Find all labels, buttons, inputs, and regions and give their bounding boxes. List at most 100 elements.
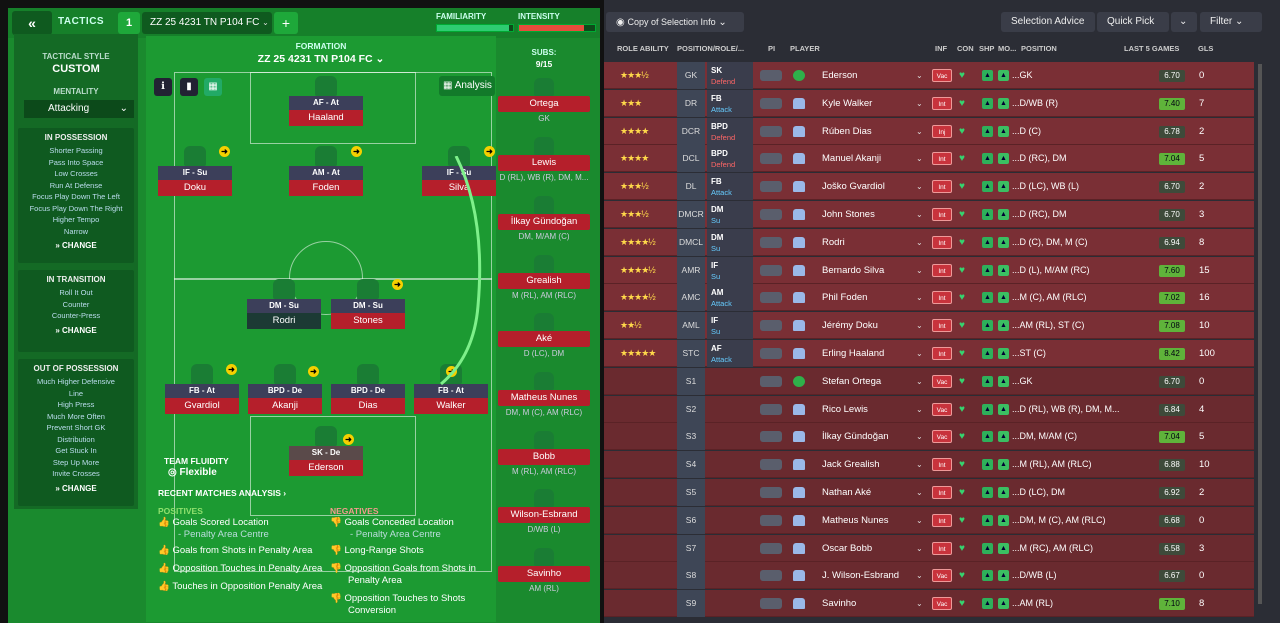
pitch-player-dmcl[interactable]: DM - Su Rodri [247, 279, 321, 329]
chevron-down-icon[interactable]: ⌄ [916, 599, 923, 609]
table-row[interactable]: ★★★★½ AMC AM Attack Phil Foden ⌄ Int ♥ ▲ ▲ ...M (C… [604, 284, 1254, 312]
player-name[interactable]: Rúben Dias [822, 125, 872, 137]
player-name[interactable]: Stefan Ortega [822, 375, 882, 387]
pitch-player-dcr[interactable]: BPD - De Dias [331, 364, 405, 414]
pitch-player-aml[interactable]: IF - Su Doku [158, 146, 232, 196]
chevron-down-icon[interactable]: ⌄ [916, 210, 923, 219]
sub-player[interactable]: Lewis D (RL), WB (R), DM, M... [498, 137, 590, 182]
table-row[interactable]: S2 Rico Lewis ⌄ Vac ♥ ▲ ▲ ...D (RL), WB (R), DM… [604, 395, 1254, 423]
pi-icon[interactable] [760, 514, 782, 526]
pi-icon[interactable] [760, 292, 782, 304]
player-name[interactable]: John Stones [822, 209, 875, 220]
chevron-down-icon[interactable]: ⌄ [916, 376, 923, 386]
player-name[interactable]: Ederson [822, 70, 858, 81]
chevron-down-icon[interactable]: ⌄ [916, 293, 923, 303]
recent-analysis-link[interactable]: RECENT MATCHES ANALYSIS › [158, 488, 287, 498]
change-possession-button[interactable]: » CHANGE [55, 241, 97, 250]
col-gls[interactable]: GLS [1198, 44, 1214, 53]
player-name[interactable]: Jack Grealish [822, 459, 880, 471]
col-position[interactable]: POSITION [1021, 44, 1057, 53]
sub-player[interactable]: Matheus Nunes DM, M (C), AM (RLC) [498, 372, 590, 417]
bar-chart-icon[interactable]: ▮ [180, 78, 198, 96]
player-name[interactable]: Matheus Nunes [822, 514, 889, 526]
player-name[interactable]: Savinho [822, 598, 857, 610]
col-con[interactable]: CON [957, 44, 974, 53]
pitch-player-dr[interactable]: FB - At Walker [414, 364, 488, 414]
pi-icon[interactable] [760, 209, 782, 220]
table-row[interactable]: ★★½ AML IF Su Jérémy Doku ⌄ Int ♥ ▲ ▲ ...AM (RL), … [604, 312, 1254, 340]
analysis-button[interactable]: ▦ Analysis [439, 76, 495, 96]
chevron-down-icon[interactable]: ⌄ [916, 571, 923, 581]
sub-player[interactable]: Aké D (LC), DM [498, 313, 590, 358]
role-duty-dropdown[interactable]: AM Attack [707, 284, 753, 312]
col-role-ability[interactable]: ROLE ABILITY [617, 44, 669, 53]
formation-dropdown[interactable]: ZZ 25 4231 TN P104 FC ⌄ [257, 53, 385, 65]
chevron-down-icon[interactable]: ⌄ [916, 349, 923, 358]
tactic-name-dropdown[interactable]: ZZ 25 4231 TN P104 FC ⌄ [142, 12, 272, 34]
col-position-role[interactable]: POSITION/ROLE/... [677, 44, 745, 53]
pi-icon[interactable] [760, 487, 782, 498]
role-duty-dropdown[interactable]: FB Attack [707, 173, 753, 201]
pitch-player-amc[interactable]: AM - At Foden [289, 146, 363, 196]
table-row[interactable]: ★★★½ DMCR DM Su John Stones ⌄ Int ♥ ▲ ▲ ...D (RC),… [604, 201, 1254, 228]
sub-player[interactable]: Savinho AM (RL) [498, 548, 590, 593]
table-row[interactable]: ★★★★½ DMCL DM Su Rodri ⌄ Int ♥ ▲ ▲ ...D (C), DM, M… [604, 228, 1254, 256]
table-row[interactable]: S6 Matheus Nunes ⌄ Int ♥ ▲ ▲ ...DM, M (C), AM (… [604, 506, 1254, 534]
pi-icon[interactable] [760, 542, 782, 554]
copy-selection-dropdown[interactable]: ◉ Copy of Selection Info ⌄ [606, 12, 744, 32]
table-row[interactable]: ★★★★ DCR BPD Defend Rúben Dias ⌄ Inj ♥ ▲ ▲ ...D (C… [604, 117, 1254, 145]
role-duty-dropdown[interactable]: DM Su [707, 201, 753, 228]
col-mo[interactable]: MO... [998, 44, 1017, 53]
chevron-down-icon[interactable]: ⌄ [916, 404, 923, 414]
pi-icon[interactable] [760, 320, 782, 332]
chevron-down-icon[interactable]: ⌄ [916, 432, 923, 442]
table-row[interactable]: S7 Oscar Bobb ⌄ Int ♥ ▲ ▲ ...M (RC), AM (RLC) 6.… [604, 534, 1254, 562]
sub-player[interactable]: Bobb M (RL), AM (RLC) [498, 431, 590, 476]
player-name[interactable]: J. Wilson-Esbrand [822, 570, 900, 582]
table-row[interactable]: ★★★½ DL FB Attack Joško Gvardiol ⌄ Int ♥ ▲ ▲ ...D … [604, 173, 1254, 201]
mentality-dropdown[interactable]: Attacking ⌄ [24, 100, 134, 118]
pi-icon[interactable] [760, 153, 782, 165]
quick-pick-dropdown[interactable]: ⌄ [1171, 12, 1197, 32]
pi-icon[interactable] [760, 70, 782, 81]
sub-player[interactable]: İlkay Gündoğan DM, M/AM (C) [498, 196, 590, 241]
role-duty-dropdown[interactable]: FB Attack [707, 89, 753, 117]
col-last5[interactable]: LAST 5 GAMES [1124, 44, 1180, 53]
table-row[interactable]: S9 Savinho ⌄ Vac ♥ ▲ ▲ ...AM (RL) 7.10 8 [604, 590, 1254, 618]
col-inf[interactable]: INF [935, 44, 948, 53]
player-name[interactable]: Jérémy Doku [822, 320, 878, 332]
pi-icon[interactable] [760, 236, 782, 248]
player-name[interactable]: Oscar Bobb [822, 542, 873, 554]
chevron-down-icon[interactable]: ⌄ [916, 71, 923, 80]
role-duty-dropdown[interactable]: DM Su [707, 228, 753, 256]
table-row[interactable]: ★★★★½ AMR IF Su Bernardo Silva ⌄ Int ♥ ▲ ▲ ...D (L… [604, 256, 1254, 284]
chevron-down-icon[interactable]: ⌄ [916, 98, 923, 108]
role-duty-dropdown[interactable]: BPD Defend [707, 117, 753, 145]
player-name[interactable]: Manuel Akanji [822, 153, 882, 165]
pitch-view-icon[interactable]: ▦ [204, 78, 222, 96]
table-row[interactable]: S1 Stefan Ortega ⌄ Vac ♥ ▲ ▲ ...GK 6.70 0 [604, 367, 1254, 395]
chevron-down-icon[interactable]: ⌄ [916, 182, 923, 192]
tactic-slot-number[interactable]: 1 [118, 12, 140, 34]
table-row[interactable]: S4 Jack Grealish ⌄ Int ♥ ▲ ▲ ...M (RL), AM (RLC… [604, 451, 1254, 479]
tactical-style-value[interactable]: CUSTOM [52, 63, 100, 75]
player-name[interactable]: Rodri [822, 236, 845, 248]
pi-icon[interactable] [760, 181, 782, 193]
role-duty-dropdown[interactable]: BPD Defend [707, 145, 753, 173]
player-name[interactable]: Erling Haaland [822, 348, 885, 359]
pitch-player-gk[interactable]: SK - De Ederson [289, 426, 363, 476]
table-row[interactable]: S8 J. Wilson-Esbrand ⌄ Vac ♥ ▲ ▲ ...D/WB (L) 6.6… [604, 562, 1254, 590]
player-name[interactable]: Kyle Walker [822, 97, 873, 109]
table-row[interactable]: ★★★★ DCL BPD Defend Manuel Akanji ⌄ Int ♥ ▲ ▲ ...D… [604, 145, 1254, 173]
player-name[interactable]: Bernardo Silva [822, 264, 885, 276]
pi-icon[interactable] [760, 598, 782, 610]
pi-icon[interactable] [760, 375, 782, 387]
player-name[interactable]: Rico Lewis [822, 403, 868, 415]
quick-pick-button[interactable]: Quick Pick [1097, 12, 1169, 32]
change-oop-button[interactable]: » CHANGE [55, 483, 97, 493]
col-player[interactable]: PLAYER [790, 44, 820, 53]
chevron-down-icon[interactable]: ⌄ [916, 321, 923, 331]
chevron-down-icon[interactable]: ⌄ [916, 265, 923, 275]
table-row[interactable]: S3 İlkay Gündoğan ⌄ Vac ♥ ▲ ▲ ...DM, M/AM (C) 7.… [604, 423, 1254, 451]
chevron-down-icon[interactable]: ⌄ [916, 154, 923, 164]
